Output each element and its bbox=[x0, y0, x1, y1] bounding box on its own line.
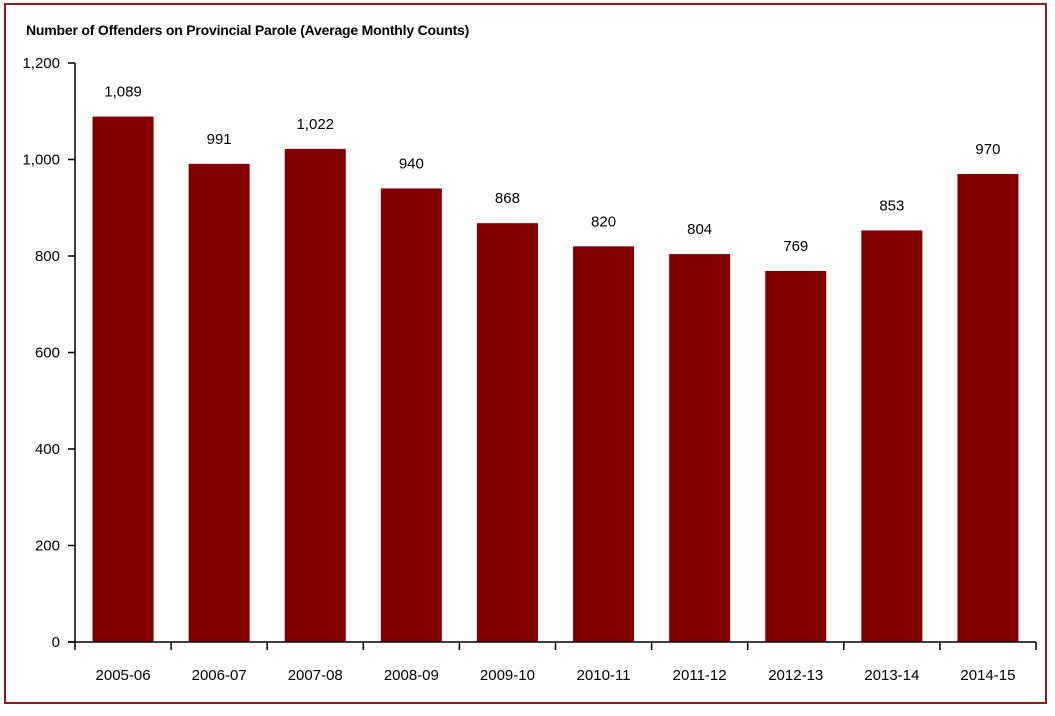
bar-2014-15 bbox=[957, 173, 1019, 642]
data-label: 970 bbox=[975, 141, 1000, 158]
x-tick-label: 2012-13 bbox=[768, 667, 823, 684]
chart-title: Number of Offenders on Provincial Parole… bbox=[26, 22, 470, 38]
x-tick-label: 2010-11 bbox=[577, 667, 631, 684]
data-label: 820 bbox=[591, 213, 616, 230]
bar-2005-06 bbox=[92, 116, 154, 643]
data-label: 1,022 bbox=[296, 116, 334, 133]
y-tick-label: 400 bbox=[35, 441, 60, 458]
bar-2009-10 bbox=[476, 223, 538, 642]
x-tick-label: 2006-07 bbox=[192, 667, 247, 684]
x-tick-label: 2007-08 bbox=[288, 667, 343, 684]
y-tick-label: 200 bbox=[35, 538, 60, 555]
bar-2008-09 bbox=[380, 188, 442, 642]
x-tick-label: 2005-06 bbox=[96, 667, 151, 684]
x-tick-label: 2011-12 bbox=[673, 667, 727, 684]
x-tick-label: 2009-10 bbox=[480, 667, 535, 684]
y-tick-label: 0 bbox=[52, 634, 60, 651]
data-label: 1,089 bbox=[104, 84, 142, 101]
bar-2012-13 bbox=[765, 270, 827, 642]
x-tick-label: 2013-14 bbox=[864, 667, 919, 684]
y-tick-label: 1,000 bbox=[22, 152, 60, 169]
bar-2013-14 bbox=[861, 230, 923, 643]
y-tick-label: 800 bbox=[35, 248, 60, 265]
data-label: 991 bbox=[207, 131, 232, 148]
data-label: 804 bbox=[687, 221, 712, 238]
x-tick-label: 2014-15 bbox=[960, 667, 1015, 684]
y-tick-label: 600 bbox=[35, 345, 60, 362]
bar-2006-07 bbox=[188, 163, 250, 642]
chart-frame bbox=[4, 3, 1047, 704]
bar-2010-11 bbox=[573, 246, 635, 642]
x-tick-label: 2008-09 bbox=[384, 667, 439, 684]
data-label: 769 bbox=[783, 238, 808, 255]
data-label: 940 bbox=[399, 155, 424, 172]
y-tick-label: 1,200 bbox=[22, 55, 60, 72]
data-label: 853 bbox=[879, 197, 904, 214]
data-label: 868 bbox=[495, 190, 520, 207]
bar-2011-12 bbox=[669, 254, 731, 642]
bar-2007-08 bbox=[284, 148, 346, 642]
